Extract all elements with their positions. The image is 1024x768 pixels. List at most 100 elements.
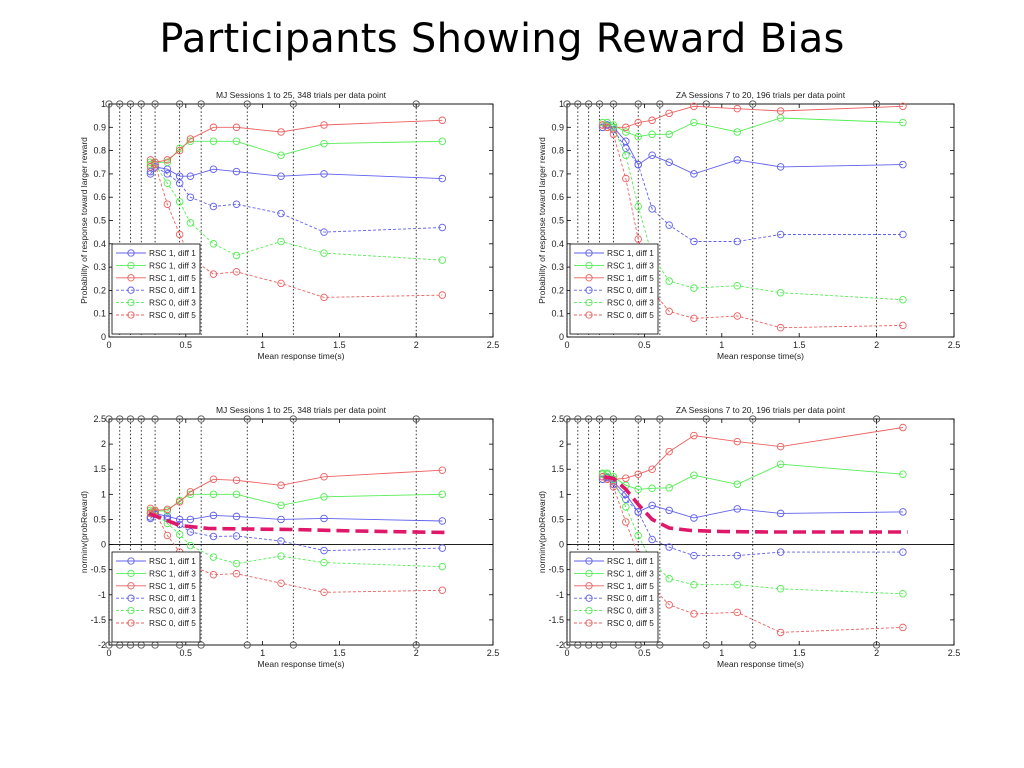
x-tick-label: 0.5 [638, 340, 651, 350]
trend-line [603, 475, 908, 534]
y-axis-label: Probability of response toward larger re… [537, 137, 547, 304]
data-point [776, 509, 785, 518]
data-point [320, 249, 328, 257]
data-point [320, 558, 328, 567]
x-tick-label: 1.5 [793, 340, 806, 350]
data-point [209, 490, 218, 499]
data-point [146, 158, 155, 166]
series-line-1 [602, 476, 903, 519]
marker-circle [609, 415, 618, 423]
legend-marker [585, 569, 593, 578]
legend-label: RSC 1, diff 3 [149, 260, 196, 270]
y-tick-label: 1 [559, 489, 564, 499]
series-line-4 [602, 124, 903, 242]
data-point [776, 107, 785, 115]
data-point [209, 123, 218, 132]
data-point [232, 559, 241, 568]
y-tick-label: 0.4 [551, 239, 564, 249]
legend-label: RSC 1, diff 5 [149, 273, 196, 283]
data-point [209, 202, 218, 211]
y-tick-label: 2 [559, 439, 564, 449]
legend-marker [585, 274, 593, 282]
legend-marker [127, 261, 135, 270]
data-point [665, 601, 673, 609]
data-point [163, 158, 172, 166]
y-tick-label: -1 [98, 590, 106, 600]
y-tick-label: 0 [559, 540, 564, 550]
legend-label: RSC 1, diff 5 [149, 581, 196, 591]
legend-box [569, 243, 659, 335]
y-tick-label: 0.2 [93, 285, 106, 295]
y-tick-label: 0.8 [93, 146, 106, 156]
data-point [209, 570, 218, 579]
data-point [163, 179, 172, 187]
series-line-3 [602, 105, 903, 128]
data-point [277, 501, 285, 510]
y-tick-label: 1 [101, 99, 106, 109]
y-tick-label: 2 [101, 439, 106, 449]
data-point [690, 118, 698, 127]
x-tick-label: 1 [260, 340, 265, 350]
x-axis-label: Mean response time(s) [258, 659, 345, 669]
marker-circle [105, 415, 113, 423]
x-tick-label: 1.5 [333, 340, 346, 350]
data-point [665, 506, 673, 515]
marker-circle [749, 415, 757, 423]
data-point [598, 470, 607, 478]
legend-marker [127, 286, 135, 294]
trend-line [148, 511, 447, 535]
marker-circle [151, 415, 159, 423]
y-axis-label: norminv(probReward) [79, 491, 89, 573]
y-tick-label: -1.5 [548, 615, 564, 625]
data-point [899, 548, 907, 556]
data-point [186, 219, 195, 227]
data-point [277, 579, 285, 587]
data-point [622, 495, 630, 504]
data-point [634, 531, 642, 540]
series-line-5 [150, 511, 443, 568]
data-point [648, 151, 656, 160]
data-point [899, 118, 907, 127]
legend-marker [127, 311, 135, 319]
data-point [186, 193, 195, 201]
series-line-2 [150, 493, 443, 512]
x-tick-label: 0.5 [638, 648, 651, 658]
data-point [899, 160, 907, 169]
y-tick-label: 0.6 [551, 192, 564, 202]
data-point [175, 198, 184, 206]
marker-circle [126, 100, 135, 108]
legend-label: RSC 0, diff 1 [607, 593, 654, 603]
x-tick-label: 2 [874, 340, 879, 350]
y-tick-label: -0.5 [548, 565, 564, 575]
y-tick-label: 1.5 [93, 464, 106, 474]
data-point [665, 484, 673, 492]
legend-marker [127, 274, 135, 282]
marker-circle [563, 415, 571, 423]
x-tick-label: 0 [564, 648, 569, 658]
y-tick-label: 0.5 [93, 514, 106, 524]
marker-circle [412, 641, 420, 649]
data-point [622, 151, 630, 160]
x-tick-label: 1.5 [333, 648, 346, 658]
data-point [634, 132, 642, 141]
data-point [622, 474, 630, 483]
data-point [690, 580, 698, 589]
data-point [733, 128, 742, 136]
legend-marker [127, 569, 135, 578]
y-axis-label: norminv(probReward) [537, 491, 547, 573]
chart-title: ZA Sessions 7 to 20, 196 trials per data… [676, 90, 846, 100]
data-point [232, 167, 241, 176]
chart-panel-1: MJ Sessions 1 to 25, 348 trials per data… [79, 90, 499, 361]
data-point [186, 135, 195, 143]
y-tick-label: 0.9 [93, 122, 106, 132]
data-point [690, 170, 698, 178]
data-point [438, 586, 447, 595]
marker-circle [574, 415, 582, 423]
marker-circle [412, 100, 420, 108]
x-tick-label: 2.5 [487, 340, 500, 350]
legend-label: RSC 1, diff 1 [607, 556, 654, 566]
legend-label: RSC 1, diff 5 [607, 581, 654, 591]
data-point [598, 475, 607, 484]
legend-box [111, 243, 201, 335]
x-tick-label: 0.5 [180, 648, 193, 658]
